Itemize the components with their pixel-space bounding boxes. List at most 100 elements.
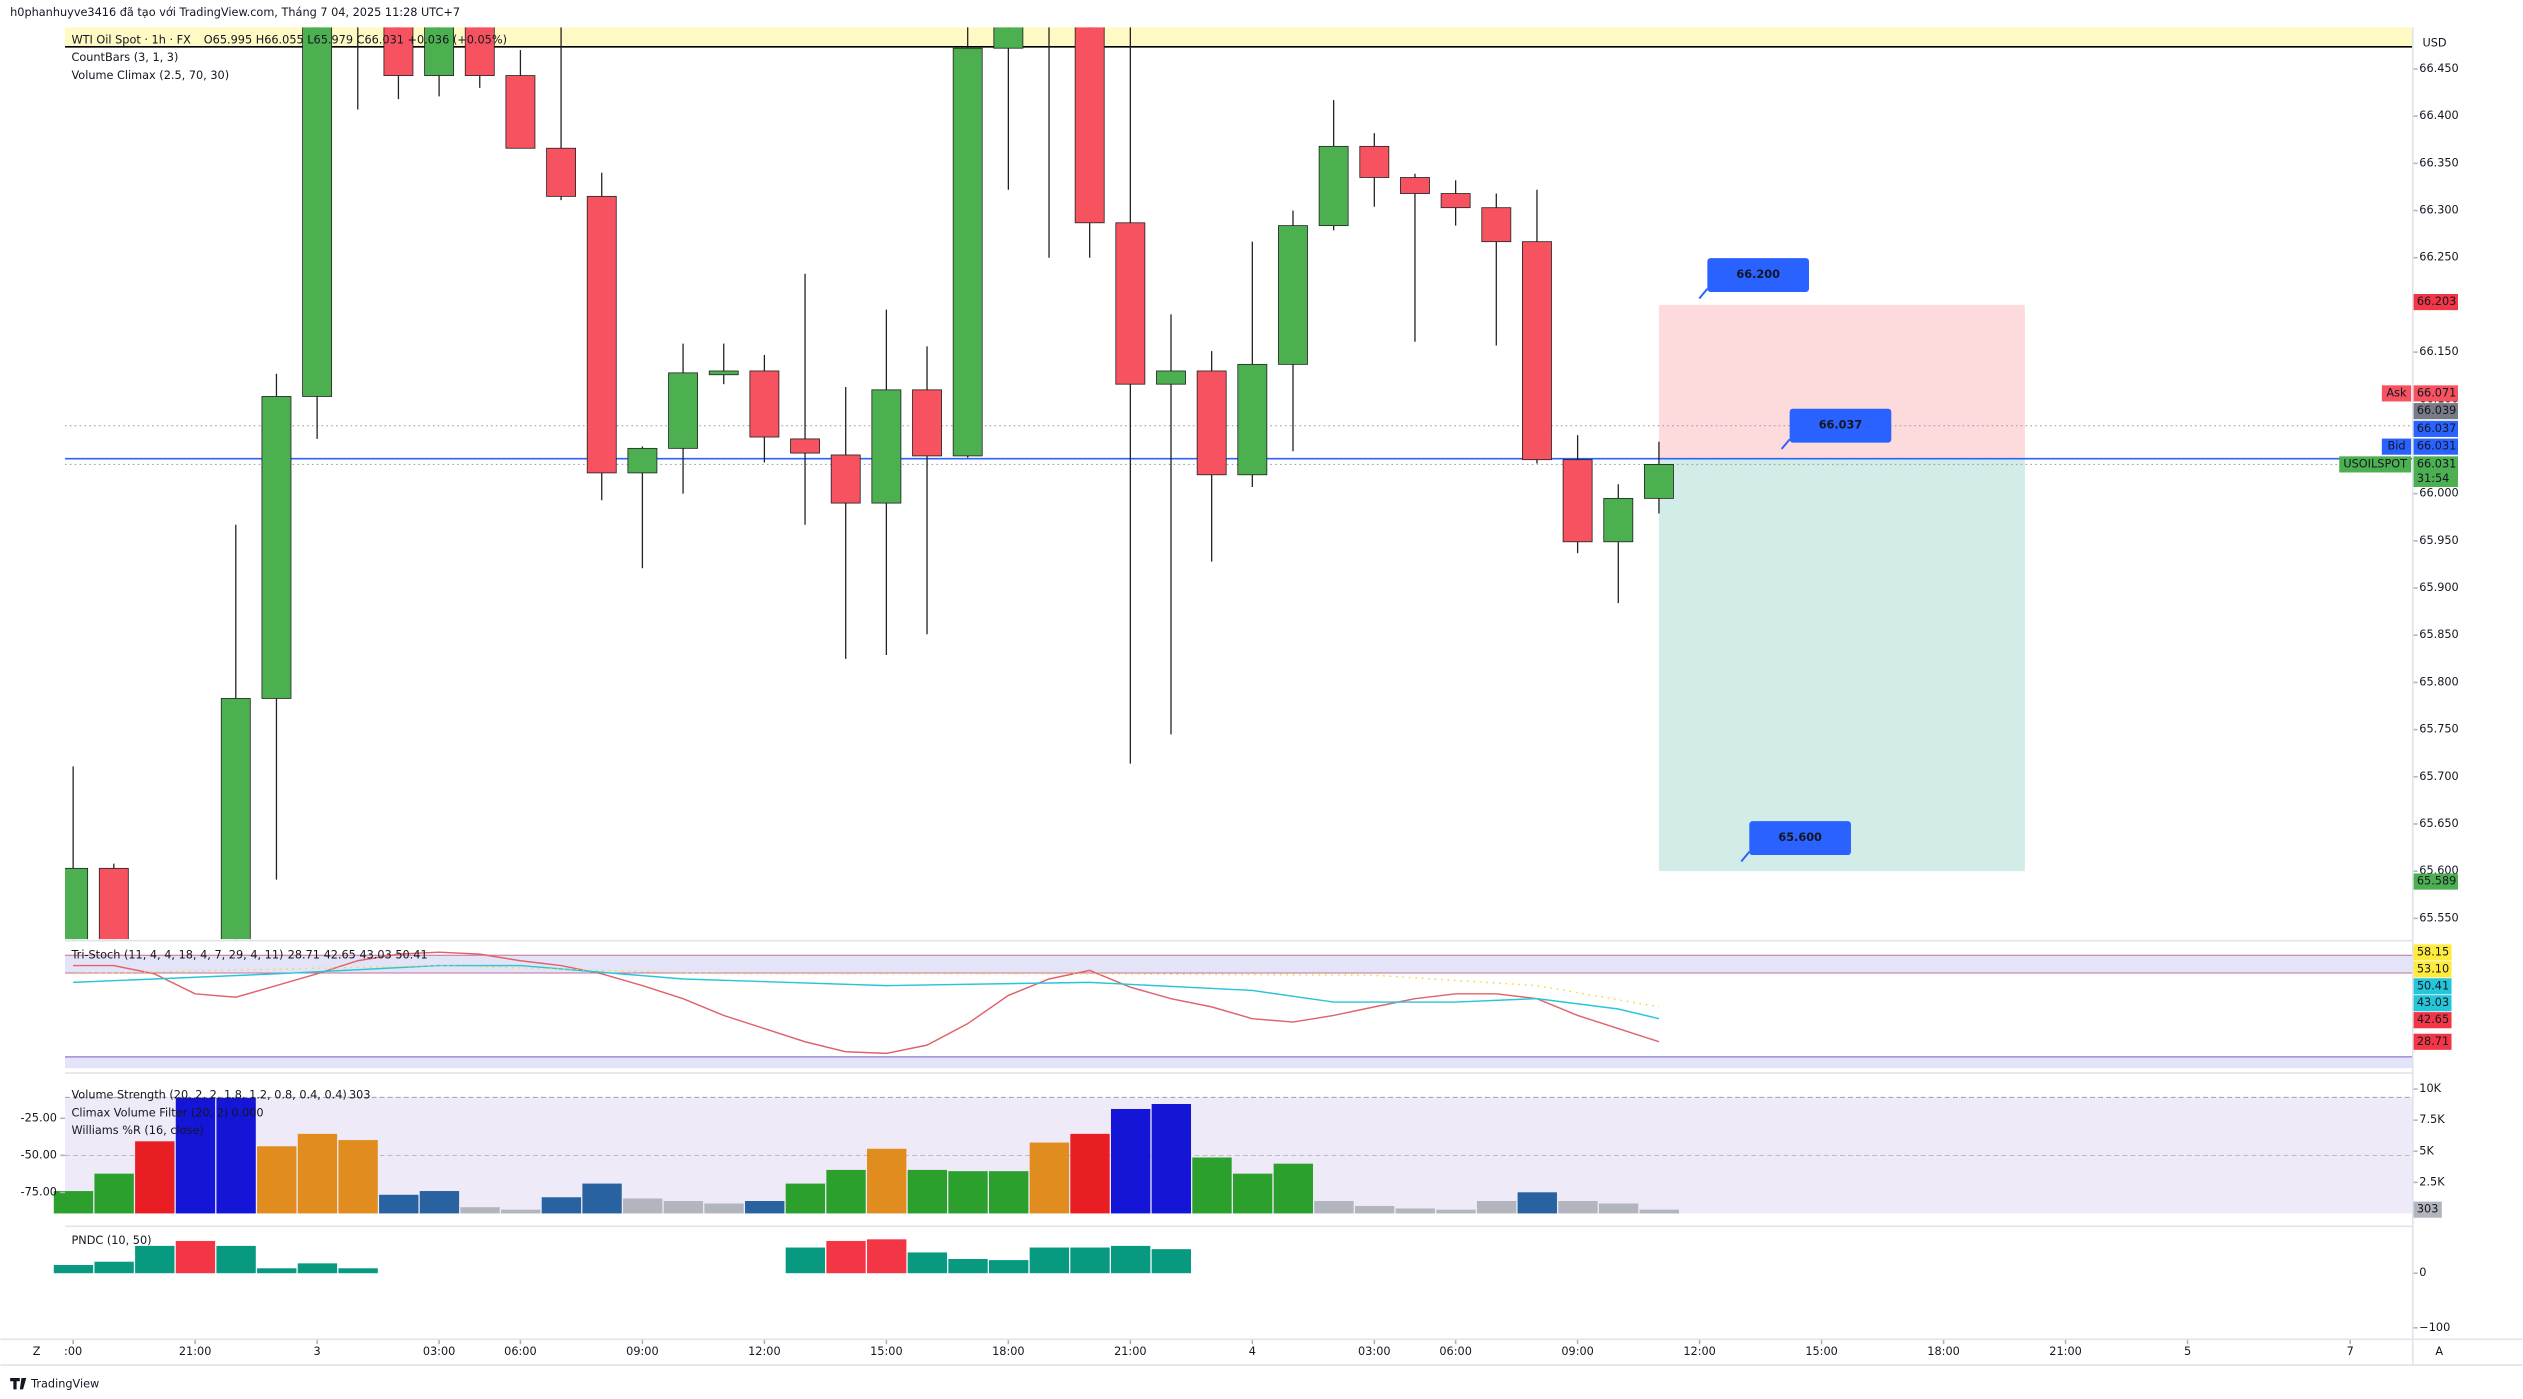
badge-name-text: Ask (2386, 386, 2407, 399)
value-badge (2412, 1012, 2452, 1029)
candle-body (830, 454, 861, 504)
candle-body (1278, 225, 1308, 365)
target-zone (1658, 458, 2025, 872)
price-badge (2412, 456, 2458, 487)
y-tick-label: 5K (2419, 1144, 2434, 1157)
brand: TradingView (30, 1377, 99, 1390)
symbol-title: WTI Oil Spot · 1h · FX (71, 33, 191, 46)
volume-bar (501, 1209, 541, 1214)
pndc-bar (1151, 1249, 1192, 1274)
price-badge-text: 66.031 (2417, 440, 2456, 453)
candle-body (1074, 27, 1105, 224)
y-tick-label: 66.000 (2419, 487, 2458, 500)
y-tick-label: 65.850 (2419, 628, 2458, 641)
x-tick-label: 4 (1249, 1345, 1256, 1358)
candle-body (1562, 459, 1593, 543)
x-tick-label: 06:00 (1439, 1345, 1472, 1358)
candle-body (586, 195, 617, 474)
volume-bar (297, 1133, 338, 1214)
candle-body (383, 27, 414, 76)
x-tick-label: 21:00 (1114, 1345, 1147, 1358)
x-tick-label: 3 (314, 1345, 321, 1358)
y-tick-label: 0 (2419, 1266, 2426, 1279)
volume-bar (1232, 1173, 1273, 1214)
stoch-band (65, 955, 2413, 974)
x-tick-label: 09:00 (1561, 1345, 1594, 1358)
volume-bar (1110, 1108, 1151, 1214)
candle-body (546, 147, 577, 197)
value-badge-text: 42.65 (2417, 1013, 2449, 1026)
indicator-legend: Climax Volume Filter (20, 2) (71, 1106, 228, 1119)
volume-bar (826, 1169, 866, 1214)
pndc-title: PNDC (10, 50) (71, 1234, 151, 1247)
stoch-values: 28.71 42.65 43.03 50.41 (288, 948, 428, 961)
y-tick-label: 66.350 (2419, 156, 2458, 169)
ohlc-text: O65.995 H66.055 L65.979 C66.031 +0.036 (… (204, 33, 507, 46)
badge-name (2381, 438, 2412, 455)
volume-bar (338, 1140, 378, 1214)
y-tick-label: −100 (2419, 1321, 2450, 1334)
value-badge-text: 58.15 (2417, 945, 2449, 958)
volume-bar (1639, 1209, 1679, 1214)
watermark: h0phanhuyve3416 đã tạo với TradingView.c… (10, 6, 460, 19)
y-tick-label: 66.250 (2419, 251, 2458, 264)
volume-bar (785, 1183, 826, 1214)
volume-bar (745, 1200, 785, 1214)
volume-bar (1192, 1157, 1232, 1214)
candle-body (993, 27, 1024, 49)
x-tick-label: 21:00 (2049, 1345, 2082, 1358)
y-tick-label: 2.5K (2419, 1175, 2445, 1188)
y-tick-label: 65.650 (2419, 817, 2458, 830)
separators (0, 27, 2523, 1366)
price-tag (1707, 258, 1810, 292)
value-badge (2412, 944, 2452, 961)
value-badge-text: 43.03 (2417, 996, 2449, 1009)
x-tick-label: 21:00 (179, 1345, 212, 1358)
price-badge-text: 66.037 (2417, 422, 2456, 435)
pndc-bar (257, 1268, 297, 1274)
x-tick-label: 5 (2184, 1345, 2191, 1358)
candle-body (668, 372, 698, 449)
auto-button[interactable]: A (2435, 1345, 2443, 1358)
y-tick-label: 65.900 (2419, 581, 2458, 594)
zoom-button[interactable]: Z (33, 1345, 41, 1358)
x-tick-label: :00 (64, 1345, 82, 1358)
pndc-bar (1110, 1245, 1151, 1274)
volume-bar (216, 1097, 256, 1214)
volume-bar (379, 1194, 419, 1214)
label-pointer (1698, 288, 1709, 300)
pndc-bar (297, 1263, 338, 1274)
y-tick-label: 65.800 (2419, 675, 2458, 688)
volume-bar (1517, 1192, 1557, 1214)
stoch-band (65, 1056, 2413, 1069)
countdown: 31:54 (2417, 472, 2450, 485)
pndc-bar (338, 1268, 378, 1274)
volume-bar (135, 1141, 175, 1214)
candle-body (912, 389, 942, 457)
indicator-legend: Volume Climax (2.5, 70, 30) (71, 69, 229, 82)
volume-bar (1151, 1104, 1192, 1214)
value-badge-text: 53.10 (2417, 962, 2449, 975)
candle-body (1644, 463, 1674, 499)
header-highlight (65, 27, 2413, 47)
x-tick-label: 18:00 (1927, 1345, 1960, 1358)
x-tick-label: 15:00 (870, 1345, 903, 1358)
volume-bar (988, 1171, 1029, 1214)
volume-bar (1070, 1133, 1110, 1214)
volume-bar (94, 1173, 134, 1214)
volume-bar (53, 1191, 94, 1214)
candle-body (464, 27, 495, 76)
badge-name (2339, 456, 2412, 473)
volume-bar (257, 1146, 297, 1214)
price-badge (2412, 420, 2458, 437)
price-tag-text: 65.600 (1778, 831, 1822, 844)
volume-bar (1558, 1200, 1598, 1214)
candle-body (220, 698, 251, 940)
value-badge-text: 50.41 (2417, 979, 2449, 992)
candle-body (424, 27, 455, 76)
candle-body (1440, 193, 1471, 209)
stoch-pane (73, 951, 1660, 1055)
pndc-bar (53, 1265, 94, 1274)
pndc-bar (867, 1239, 907, 1274)
y2-tick-label: -25.00 (21, 1111, 57, 1124)
